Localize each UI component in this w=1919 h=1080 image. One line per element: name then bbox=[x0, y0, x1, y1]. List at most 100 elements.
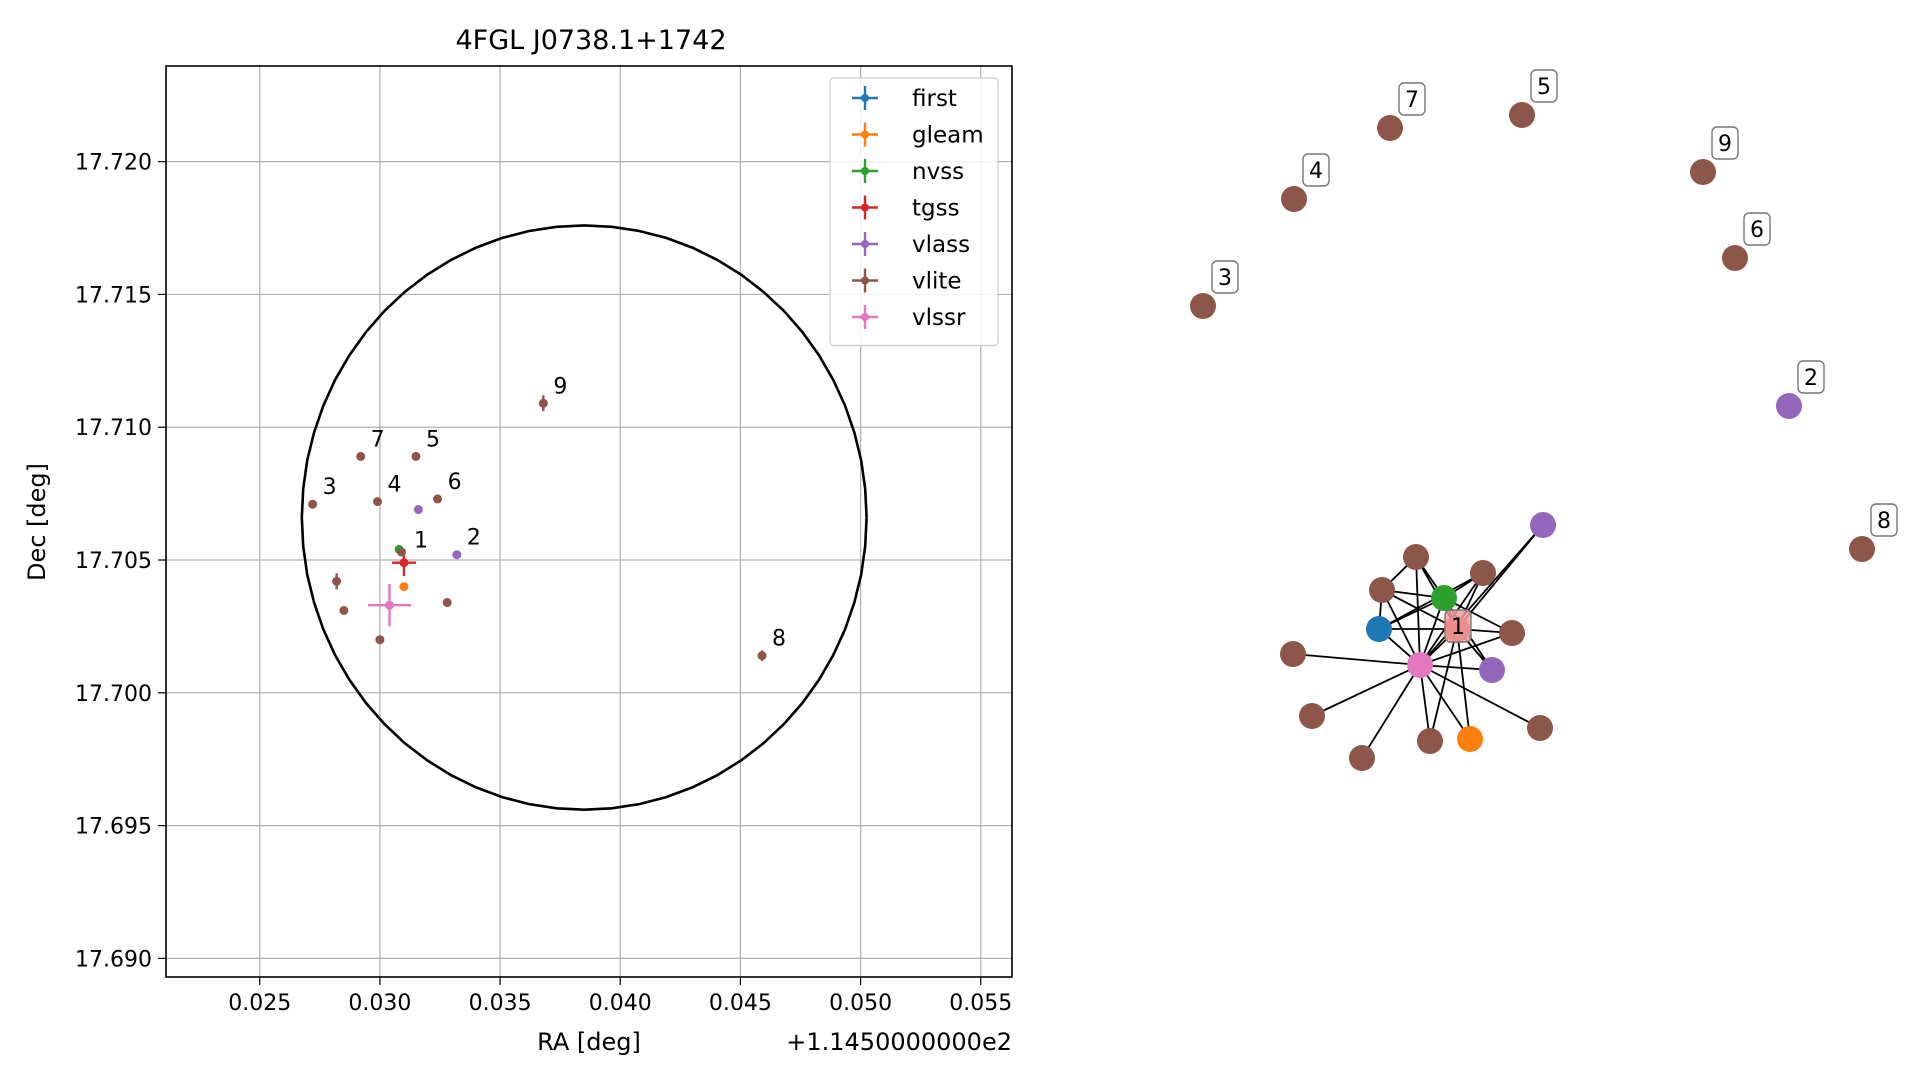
network-node-vlite bbox=[1849, 536, 1875, 562]
network-node-vlass bbox=[1530, 512, 1556, 538]
marker bbox=[339, 605, 349, 615]
legend-item-tgss: tgss bbox=[852, 195, 960, 222]
point-annotation: 9 bbox=[553, 374, 567, 399]
marker bbox=[375, 635, 385, 645]
label-text: 6 bbox=[1750, 218, 1764, 243]
point-annotation: 4 bbox=[388, 473, 402, 498]
marker bbox=[373, 497, 382, 507]
data-point-vlite bbox=[397, 547, 407, 557]
y-tick-label: 17.690 bbox=[75, 947, 152, 972]
y-tick-label: 17.700 bbox=[75, 682, 152, 707]
legend-label: vlass bbox=[912, 232, 970, 258]
point-annotation: 1 bbox=[414, 528, 428, 553]
label-box bbox=[1530, 69, 1558, 103]
chart-title: 4FGL J0738.1+1742 bbox=[455, 25, 726, 56]
network-edge bbox=[1419, 524, 1544, 666]
legend-marker-dot bbox=[861, 130, 869, 139]
legend-marker-dot bbox=[861, 276, 869, 285]
legend-label: gleam bbox=[912, 123, 984, 149]
point-annotations: 1 2 3 456 7 8 9 bbox=[323, 374, 786, 651]
legend-frame bbox=[829, 77, 999, 347]
network-edge bbox=[1361, 664, 1421, 759]
network-node-label: 4 bbox=[1302, 153, 1330, 187]
label-text: 8 bbox=[1877, 509, 1891, 534]
marker bbox=[397, 547, 407, 557]
label-text: 2 bbox=[1804, 366, 1818, 391]
label-box bbox=[1444, 609, 1472, 643]
y-tick-label: 17.695 bbox=[75, 815, 152, 840]
legend-marker-dot bbox=[861, 94, 869, 102]
network-node-vlssr bbox=[1407, 652, 1433, 678]
data-point-gleam bbox=[399, 582, 409, 592]
x-axis-offset-label: +1.1450000000e2 bbox=[786, 1028, 1012, 1056]
marker bbox=[452, 550, 462, 560]
network-node-label: 3 bbox=[1211, 260, 1239, 294]
network-edge bbox=[1311, 664, 1421, 717]
network-node-label: 6 bbox=[1743, 212, 1771, 246]
point-annotation: 5 bbox=[426, 427, 440, 452]
x-tick-label: 0.055 bbox=[949, 991, 1012, 1016]
legend-item-gleam: gleam bbox=[852, 122, 984, 149]
y-axis-label: Dec [deg] bbox=[23, 463, 51, 581]
x-tick-label: 0.045 bbox=[709, 991, 772, 1016]
network-node-vlite bbox=[1280, 641, 1306, 667]
marker bbox=[442, 598, 452, 608]
network-graph: 7 5 4 9 6 3 2 8 1 bbox=[1190, 69, 1898, 771]
network-node-vlass bbox=[1479, 657, 1505, 683]
network-edge bbox=[1419, 632, 1513, 666]
uncertainty-ellipse bbox=[300, 224, 868, 812]
network-node-vlite bbox=[1509, 102, 1535, 128]
x-tick-label: 0.040 bbox=[589, 991, 652, 1016]
label-box bbox=[1398, 82, 1426, 116]
marker bbox=[411, 451, 421, 461]
data-points bbox=[308, 395, 767, 661]
legend-label: tgss bbox=[912, 196, 960, 222]
marker bbox=[356, 451, 366, 461]
label-box bbox=[1870, 503, 1898, 537]
legend-marker-dot bbox=[861, 313, 869, 321]
label-box bbox=[1743, 212, 1771, 246]
legend-item-nvss: nvss bbox=[852, 159, 964, 185]
legend-item-vlite: vlite bbox=[852, 268, 962, 295]
label-box bbox=[1211, 260, 1239, 294]
x-axis-label: RA [deg] bbox=[537, 1028, 641, 1056]
marker bbox=[413, 505, 423, 515]
data-point-vlass bbox=[413, 505, 423, 515]
marker bbox=[538, 398, 548, 408]
point-annotation: 8 bbox=[772, 627, 786, 652]
marker bbox=[757, 651, 767, 661]
data-point-vlite bbox=[538, 395, 548, 412]
network-edge bbox=[1456, 628, 1471, 740]
y-tick-label: 17.710 bbox=[75, 416, 152, 441]
point-annotation: 2 bbox=[467, 526, 481, 551]
label-text: 4 bbox=[1309, 159, 1323, 184]
axis-ticks: 0.025 0.030 0.035 0.040 0.045 0.050 0.055 17.69… bbox=[75, 151, 1012, 1016]
network-node-label: 9 bbox=[1711, 126, 1739, 160]
x-tick-label: 0.050 bbox=[829, 991, 892, 1016]
point-annotation: 7 bbox=[371, 427, 385, 452]
network-node-vlite bbox=[1403, 544, 1429, 570]
label-box bbox=[1797, 360, 1825, 394]
legend-item-first: first bbox=[852, 86, 957, 112]
data-point-vlite bbox=[411, 451, 421, 461]
network-node-label: 1 bbox=[1444, 609, 1472, 643]
network-edge bbox=[1378, 572, 1484, 630]
network-edge bbox=[1381, 589, 1421, 666]
network-edge bbox=[1419, 664, 1541, 729]
data-point-vlite bbox=[339, 605, 349, 615]
data-point-vlssr bbox=[367, 583, 412, 627]
data-point-vlite bbox=[373, 497, 382, 507]
legend-marker-dot bbox=[861, 167, 869, 175]
data-point-vlite bbox=[433, 494, 443, 504]
marker bbox=[399, 558, 409, 568]
network-edge bbox=[1292, 653, 1421, 666]
network-node-vlite bbox=[1349, 745, 1375, 771]
point-annotation: 6 bbox=[448, 470, 462, 495]
label-box bbox=[1711, 126, 1739, 160]
marker bbox=[385, 600, 395, 610]
data-point-vlass bbox=[452, 550, 462, 560]
data-point-vlite bbox=[442, 598, 452, 608]
network-node-vlite bbox=[1281, 186, 1307, 212]
